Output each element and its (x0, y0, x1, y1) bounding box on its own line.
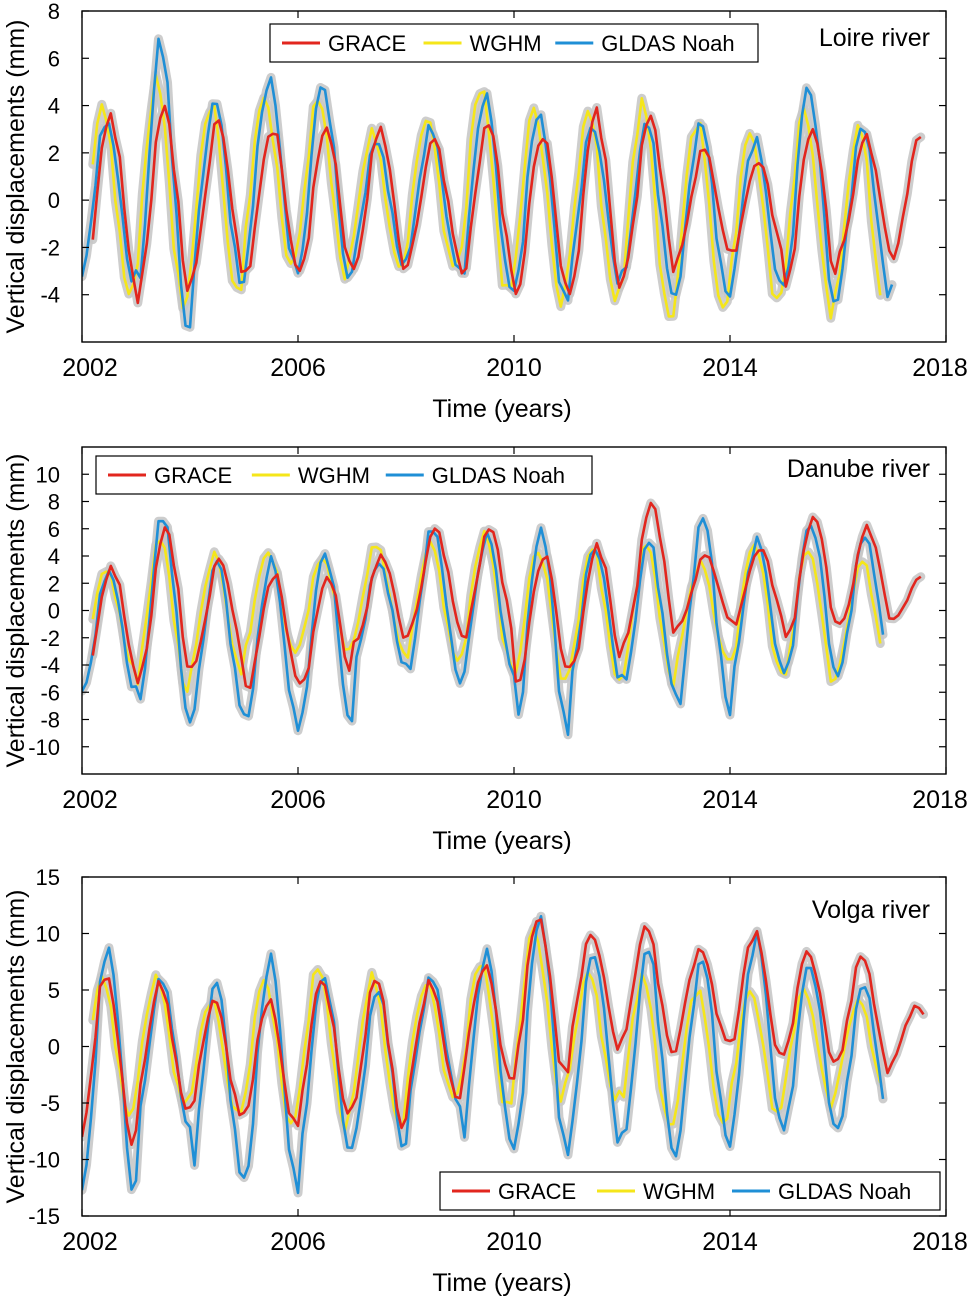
x-tick-label: 2018 (912, 786, 968, 814)
legend-entry: GLDAS Noah (778, 1179, 911, 1204)
x-axis-label: Time (years) (432, 1269, 571, 1297)
series-line-wghm (91, 926, 882, 1133)
y-tick-label: 10 (36, 922, 60, 947)
legend: GRACE WGHM GLDAS Noah (95, 455, 593, 495)
x-tick-label: 2002 (62, 1228, 118, 1256)
series-line-grace (82, 918, 925, 1146)
legend-entry: WGHM (470, 31, 542, 56)
x-tick-label: 2010 (486, 1228, 542, 1256)
legend-entry: GRACE (498, 1179, 576, 1204)
legend-box (269, 23, 759, 63)
plot-area (82, 498, 926, 740)
y-tick-label: -6 (40, 680, 60, 705)
series-lines (82, 37, 922, 329)
y-tick-label: 4 (48, 544, 60, 569)
y-tick-label: 10 (36, 462, 60, 487)
legend-entry: GLDAS Noah (432, 463, 565, 488)
x-tick-label: 2006 (270, 354, 326, 382)
series-line-wghm (91, 73, 882, 320)
legend-entry: GLDAS Noah (601, 31, 734, 56)
y-tick-label: -5 (40, 1091, 60, 1116)
legend-box (439, 1171, 941, 1211)
y-tick-label: 8 (48, 0, 60, 24)
legend-entry: GRACE (328, 31, 406, 56)
chart-panel-3: 2002 2006 2010 2014 2018 -15 -10 -5 0 5 10 15 Time (… (2, 865, 968, 1297)
y-tick-label: -10 (28, 1148, 60, 1173)
legend-entry: GRACE (154, 463, 232, 488)
x-tick-label: 2018 (912, 354, 968, 382)
legend-entry: WGHM (643, 1179, 715, 1204)
y-tick-label: -2 (40, 626, 60, 651)
plot-area (82, 34, 926, 332)
river-label: Danube river (787, 455, 930, 483)
y-tick-label: 0 (48, 188, 60, 213)
y-tick-label: 8 (48, 490, 60, 515)
legend-entry: WGHM (298, 463, 370, 488)
y-tick-label: 6 (48, 517, 60, 542)
x-axis-label: Time (years) (432, 395, 571, 423)
x-axis-label: Time (years) (432, 827, 571, 855)
y-axis-label: Vertical displacements (mm) (2, 20, 30, 334)
x-tick-label: 2002 (62, 354, 118, 382)
x-tick-label: 2014 (702, 1228, 758, 1256)
y-tick-label: -2 (40, 235, 60, 260)
x-tick-label: 2006 (270, 1228, 326, 1256)
y-tick-label: 6 (48, 46, 60, 71)
x-tick-label: 2014 (702, 354, 758, 382)
river-label: Volga river (812, 896, 930, 924)
series-lines (82, 915, 925, 1195)
x-tick-label: 2014 (702, 786, 758, 814)
x-tick-label: 2010 (486, 786, 542, 814)
y-tick-label: 0 (48, 599, 60, 624)
series-line-gldas-noah (82, 37, 894, 329)
y-tick-label: -4 (40, 653, 60, 678)
y-tick-label: 2 (48, 571, 60, 596)
y-tick-label: -15 (28, 1204, 60, 1229)
legend: GRACE WGHM GLDAS Noah (439, 1171, 941, 1211)
series-lines (82, 501, 922, 737)
x-tick-label: 2006 (270, 786, 326, 814)
series-line-grace (91, 501, 922, 690)
y-tick-label: -4 (40, 283, 60, 308)
legend: GRACE WGHM GLDAS Noah (269, 23, 759, 63)
legend-box (95, 455, 593, 495)
plot-area (82, 911, 928, 1198)
y-tick-label: 15 (36, 865, 60, 890)
series-line-grace (91, 104, 922, 305)
y-tick-label: -10 (28, 735, 60, 760)
x-tick-label: 2002 (62, 786, 118, 814)
y-tick-label: 4 (48, 94, 60, 119)
y-tick-label: -8 (40, 708, 60, 733)
series-line-gldas-noah (82, 915, 885, 1195)
y-axis-label: Vertical displacements (mm) (2, 890, 30, 1204)
x-tick-label: 2010 (486, 354, 542, 382)
chart-panel-1: 2002 2006 2010 2014 2018 -4 -2 0 2 4 6 8 Time (years… (2, 0, 968, 423)
y-tick-label: 5 (48, 978, 60, 1003)
x-tick-label: 2018 (912, 1228, 968, 1256)
y-tick-label: 2 (48, 141, 60, 166)
y-tick-label: 0 (48, 1035, 60, 1060)
river-label: Loire river (819, 24, 930, 52)
y-axis-label: Vertical displacements (mm) (2, 454, 30, 768)
